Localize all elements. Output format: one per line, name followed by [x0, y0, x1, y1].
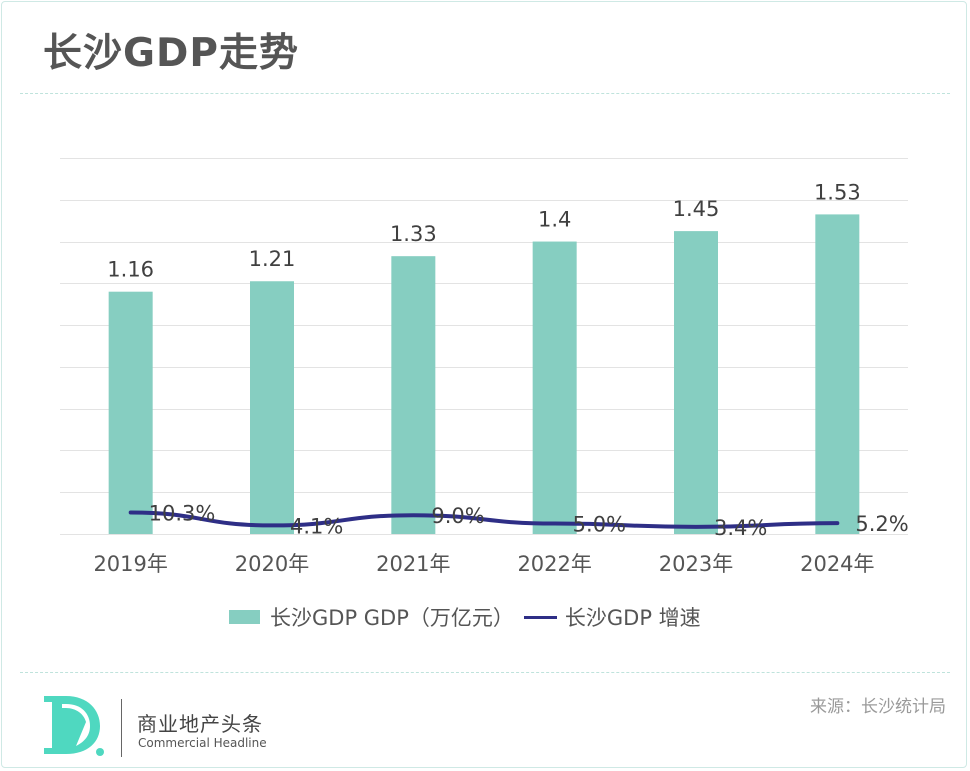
bar-data-labels: 1.16 1.21 1.33 1.4 1.45 1.53 — [107, 180, 860, 281]
bar — [108, 291, 153, 534]
line-data-labels: 10.3% 4.1% 9.0% 5.0% 3.4% 5.2% — [149, 501, 909, 539]
line-data-label: 10.3% — [149, 501, 216, 525]
x-tick-label: 2022年 — [517, 552, 591, 576]
bar — [815, 214, 860, 534]
brand-name-en: Commercial Headline — [138, 736, 267, 750]
bar-data-label: 1.16 — [107, 258, 154, 282]
bar — [674, 231, 718, 534]
bar — [250, 281, 294, 534]
bar-series — [108, 214, 860, 535]
gdp-chart: 1.16 1.21 1.33 1.4 1.45 1.53 10.3% 4.1% 9.0% 5.0… — [60, 158, 909, 576]
legend-line-swatch — [523, 615, 557, 619]
x-axis-ticks: 2019年 2020年 2021年 2022年 2023年 2024年 — [93, 552, 874, 576]
page-title: 长沙GDP走势 — [43, 31, 299, 76]
x-tick-label: 2020年 — [235, 552, 309, 576]
source-note: 来源：长沙统计局 — [810, 697, 946, 717]
bar — [532, 241, 577, 535]
gridlines — [60, 158, 908, 535]
bar-data-label: 1.45 — [673, 197, 720, 221]
brand-name-cn: 商业地产头条 — [137, 712, 263, 736]
legend: 长沙GDP GDP（万亿元） 长沙GDP 增速 — [229, 602, 701, 632]
d-logo-icon — [44, 696, 104, 756]
bar-data-label: 1.21 — [249, 247, 296, 271]
growth-line — [128, 510, 840, 529]
legend-bar-label: 长沙GDP GDP（万亿元） — [270, 606, 514, 630]
logo-separator — [121, 699, 122, 757]
x-tick-label: 2019年 — [93, 552, 167, 576]
line-data-label: 5.0% — [573, 513, 626, 537]
x-tick-label: 2021年 — [376, 552, 450, 576]
bottom-divider — [20, 672, 950, 673]
line-data-label: 3.4% — [714, 516, 767, 540]
line-data-label: 9.0% — [431, 504, 484, 528]
line-data-label: 4.1% — [290, 514, 343, 538]
legend-bar-swatch — [229, 610, 260, 624]
top-divider — [20, 93, 950, 94]
bar-data-label: 1.4 — [538, 208, 571, 232]
x-tick-label: 2023年 — [659, 552, 733, 576]
legend-line-label: 长沙GDP 增速 — [564, 606, 701, 630]
bar-data-label: 1.53 — [814, 180, 861, 204]
bar-data-label: 1.33 — [390, 222, 437, 246]
line-series — [128, 510, 840, 529]
x-tick-label: 2024年 — [800, 552, 874, 576]
bar — [391, 256, 436, 534]
line-data-label: 5.2% — [855, 512, 908, 536]
